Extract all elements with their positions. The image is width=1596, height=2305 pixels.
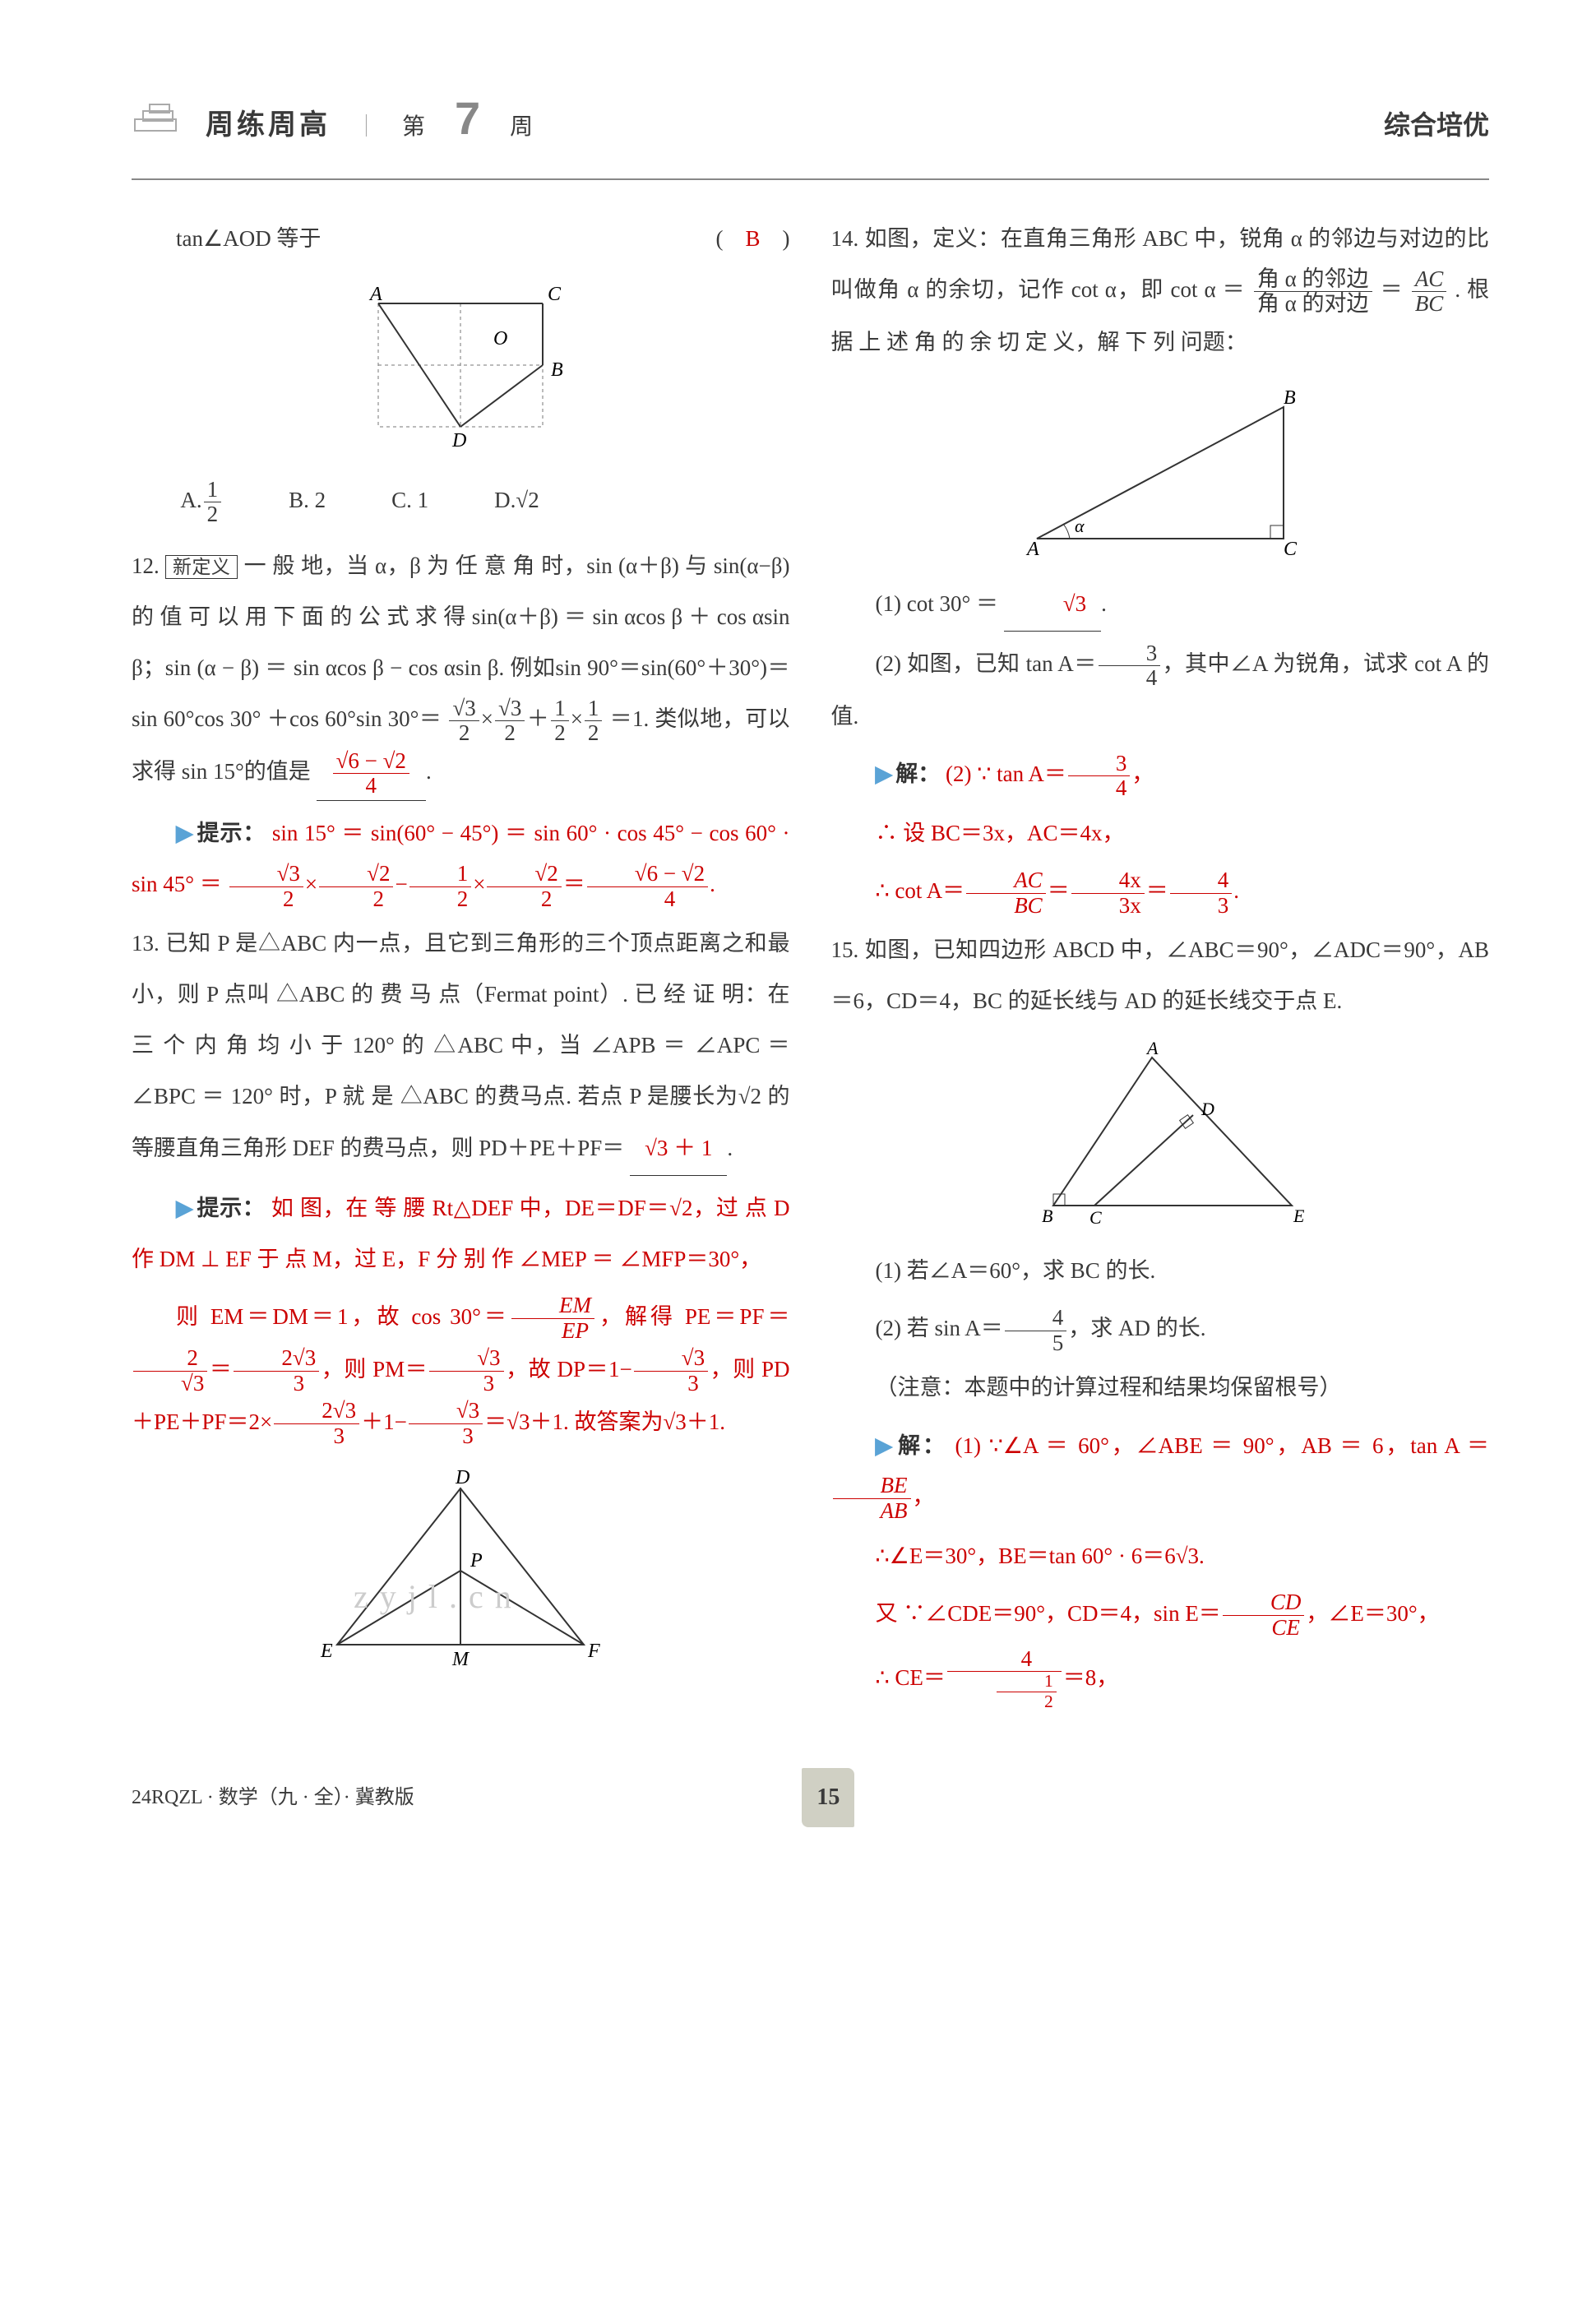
q14-sol-line3: ∴ cot A＝ACBC＝4x3x＝43.: [831, 865, 1490, 918]
svg-text:C: C: [1089, 1207, 1102, 1228]
section-title: 综合培优: [1384, 95, 1489, 156]
q11-text: tan∠AOD 等于: [176, 226, 321, 251]
left-column: tan∠AOD 等于 ( B ) A C B D O A.12 B. 2 C. …: [132, 213, 790, 1719]
q11-stem-tail: tan∠AOD 等于 ( B ): [132, 213, 790, 264]
q12: 12. 新定义 一 般 地，当 α，β 为 任 意 角 时，sin (α＋β) …: [132, 540, 790, 801]
q11-diagram: A C B D O: [329, 279, 592, 460]
book-icon: [132, 101, 181, 134]
q12-answer: √6 − √24: [317, 746, 426, 801]
q12-number: 12.: [132, 553, 160, 578]
q12-hint: ▶提示： sin 15° ＝ sin(60° − 45°) ＝ sin 60° …: [132, 808, 790, 911]
q13-diagram: D E F P M z y j l . c n: [288, 1464, 633, 1678]
svg-text:A: A: [368, 284, 382, 305]
svg-text:M: M: [451, 1649, 470, 1670]
q14-p1-answer: √3: [1004, 578, 1101, 632]
week-prefix: 第: [402, 100, 425, 153]
content-columns: tan∠AOD 等于 ( B ) A C B D O A.12 B. 2 C. …: [132, 213, 1489, 1719]
q15-diagram: A B C D E: [996, 1041, 1325, 1230]
sol-arrow-icon: ▶: [876, 761, 893, 786]
footer-code: 24RQZL · 数学（九 · 全）· 冀教版: [132, 1775, 414, 1821]
svg-text:D: D: [455, 1467, 470, 1488]
page-header: 周练周高 ｜ 第 7 周 综合培优: [132, 66, 1489, 180]
q12-tag: 新定义: [165, 555, 238, 579]
hint-label: 提示：: [197, 821, 266, 845]
week-suffix: 周: [510, 100, 533, 153]
hint-arrow-icon: ▶: [176, 821, 194, 845]
svg-text:A: A: [1025, 539, 1039, 560]
q14-number: 14.: [831, 226, 859, 251]
q15: 15. 如图，已知四边形 ABCD 中，∠ABC＝90°，∠ADC＝90°，AB…: [831, 924, 1490, 1026]
q15-part2: (2) 若 sin A＝45，求 AD 的长.: [831, 1303, 1490, 1355]
choice-c: C. 1: [391, 474, 428, 527]
svg-text:F: F: [587, 1641, 600, 1662]
choice-a: A.12: [180, 474, 223, 527]
q13-number: 13.: [132, 931, 160, 956]
choice-b: B. 2: [289, 474, 326, 527]
q13: 13. 已知 P 是△ABC 内一点，且它到三角形的三个顶点距离之和最小，则 P…: [132, 918, 790, 1175]
q15-solution: ▶解： (1) ∵∠A ＝ 60°，∠ABE ＝ 90°，AB ＝ 6，tan …: [831, 1420, 1490, 1524]
choice-d: D.√2: [494, 474, 539, 527]
hint-arrow-icon: ▶: [176, 1196, 193, 1220]
svg-text:C: C: [548, 284, 562, 305]
series-title: 周练周高: [206, 93, 331, 157]
divider: ｜: [355, 101, 377, 152]
svg-text:z y j l . c n: z y j l . c n: [354, 1578, 513, 1615]
q15-sol-line4: ∴ CE＝412＝8，: [831, 1647, 1490, 1712]
hint-label: 提示：: [197, 1196, 265, 1220]
q15-part1: (1) 若∠A＝60°，求 BC 的长.: [831, 1245, 1490, 1296]
svg-text:E: E: [320, 1641, 333, 1662]
q15-number: 15.: [831, 937, 859, 962]
q15-sol-line2: ∴∠E＝30°，BE＝tan 60° · 6＝6√3.: [831, 1530, 1490, 1581]
q11-answer-paren: ( B ): [671, 213, 789, 264]
page-number: 15: [802, 1768, 854, 1827]
q11-choices: A.12 B. 2 C. 1 D.√2: [180, 474, 789, 527]
q14-diagram: A B C α: [988, 382, 1333, 563]
right-column: 14. 如图，定义：在直角三角形 ABC 中，锐角 α 的邻边与对边的比叫做角 …: [831, 213, 1490, 1719]
svg-text:E: E: [1293, 1206, 1305, 1226]
q15-note: （注意：本题中的计算过程和结果均保留根号）: [831, 1362, 1490, 1413]
q13-answer: √3 ＋ 1: [630, 1122, 727, 1176]
q14-part1: (1) cot 30° ＝ √3.: [831, 578, 1490, 632]
svg-text:P: P: [470, 1550, 483, 1571]
week-number: 7: [455, 66, 480, 172]
q11-answer: B: [745, 226, 760, 251]
page-footer: 24RQZL · 数学（九 · 全）· 冀教版 15: [132, 1768, 1489, 1827]
svg-text:A: A: [1145, 1041, 1159, 1058]
svg-text:D: D: [451, 430, 466, 451]
sol-label: 解：: [895, 761, 940, 786]
q15-sol-line3: 又 ∵∠CDE＝90°，CD＝4，sin E＝CDCE，∠E＝30°，: [831, 1588, 1490, 1641]
q14: 14. 如图，定义：在直角三角形 ABC 中，锐角 α 的邻边与对边的比叫做角 …: [831, 213, 1490, 368]
q14-part2: (2) 如图，已知 tan A＝34，其中∠A 为锐角，试求 cot A 的值.: [831, 638, 1490, 742]
svg-text:B: B: [1042, 1206, 1052, 1226]
svg-text:C: C: [1284, 539, 1298, 560]
svg-text:B: B: [551, 359, 563, 381]
q14-solution: ▶解： (2) ∵ tan A＝34，: [831, 748, 1490, 801]
sol-arrow-icon: ▶: [876, 1433, 895, 1458]
header-left: 周练周高 ｜ 第 7 周: [132, 66, 533, 172]
q14-sol-line2: ∴ 设 BC＝3x，AC＝4x，: [831, 808, 1490, 859]
q13-hint-1: ▶提示： 如 图，在 等 腰 Rt△DEF 中，DE＝DF＝√2，过 点 D 作…: [132, 1183, 790, 1284]
svg-text:B: B: [1284, 387, 1296, 409]
sol-label: 解：: [898, 1433, 947, 1458]
svg-text:D: D: [1200, 1099, 1214, 1119]
svg-text:O: O: [493, 328, 507, 349]
q15-body: 如图，已知四边形 ABCD 中，∠ABC＝90°，∠ADC＝90°，AB＝6，C…: [831, 937, 1490, 1013]
svg-text:α: α: [1075, 516, 1085, 536]
q13-hint-2: 则 EM＝DM＝1，故 cos 30°＝EMEP，解得 PE＝PF＝2√3＝2√…: [132, 1291, 790, 1449]
